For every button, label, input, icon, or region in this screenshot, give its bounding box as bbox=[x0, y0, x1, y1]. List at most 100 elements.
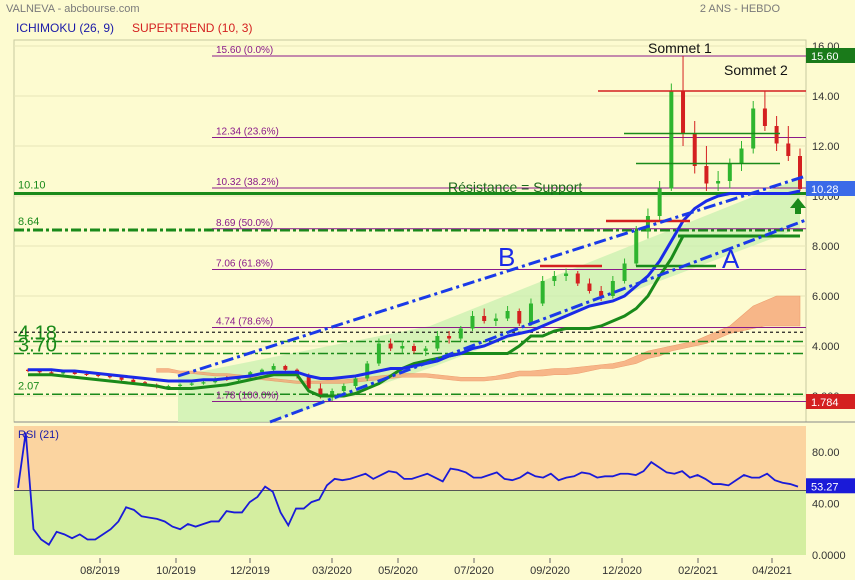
supertrend-legend: SUPERTREND (10, 3) bbox=[132, 21, 252, 35]
candle-body bbox=[716, 181, 721, 184]
candle-body bbox=[376, 343, 381, 364]
candle-body bbox=[528, 303, 533, 324]
candle-body bbox=[587, 283, 592, 291]
candle-body bbox=[365, 363, 370, 379]
candle-body bbox=[259, 369, 264, 373]
candle-body bbox=[786, 143, 791, 156]
candle-body bbox=[493, 318, 498, 321]
candle-body bbox=[505, 311, 510, 319]
price-tick-label: 8.000 bbox=[812, 241, 840, 253]
candle-body bbox=[400, 346, 405, 349]
candle-body bbox=[751, 108, 756, 149]
x-tick-label: 05/2020 bbox=[378, 565, 418, 577]
candle-body bbox=[49, 372, 54, 374]
high-price-badge-bg bbox=[806, 48, 855, 63]
rsi-tick-label: 40.00 bbox=[812, 498, 840, 510]
candle-body bbox=[610, 281, 615, 296]
high-price-badge: 15.60 bbox=[811, 51, 839, 63]
price-tick-label: 12.00 bbox=[812, 141, 840, 153]
price-tick-label: 4.000 bbox=[812, 341, 840, 353]
fibonacci-label: 10.32 (38.2%) bbox=[216, 177, 279, 188]
x-tick-label: 07/2020 bbox=[454, 565, 494, 577]
candle-body bbox=[119, 377, 124, 380]
candle-body bbox=[552, 276, 557, 281]
candle-body bbox=[517, 311, 522, 324]
candle-body bbox=[330, 391, 335, 396]
candle-body bbox=[96, 374, 101, 376]
peak-2-label: Sommet 2 bbox=[724, 62, 788, 78]
candle-body bbox=[37, 371, 42, 373]
buy-arrow-icon bbox=[790, 198, 806, 214]
candle-body bbox=[353, 378, 358, 386]
candle-body bbox=[470, 316, 475, 329]
support-level-label: 3.70 bbox=[18, 335, 57, 357]
last-price-badge: 10.28 bbox=[811, 184, 839, 196]
support-level-label: 8.64 bbox=[18, 216, 39, 228]
rsi-tick-label: 0.0000 bbox=[812, 550, 846, 562]
x-tick-label: 12/2020 bbox=[602, 565, 642, 577]
candle-body bbox=[61, 372, 66, 374]
trend-line-a bbox=[269, 218, 807, 424]
candle-body bbox=[692, 133, 697, 166]
support-level-label: 10.10 bbox=[18, 180, 46, 192]
candle-body bbox=[271, 366, 276, 370]
candle-body bbox=[189, 383, 194, 385]
fibonacci-label: 7.06 (61.8%) bbox=[216, 259, 273, 270]
candle-body bbox=[681, 91, 686, 134]
channel-zone-fill bbox=[178, 178, 800, 422]
ichimoku-legend: ICHIMOKU (26, 9) bbox=[16, 21, 114, 35]
candle-body bbox=[201, 382, 206, 384]
candle-body bbox=[739, 148, 744, 164]
candle-body bbox=[669, 91, 674, 189]
x-tick-label: 12/2019 bbox=[230, 565, 270, 577]
candle-body bbox=[704, 166, 709, 184]
symbol-title: VALNEVA - abcbourse.com bbox=[6, 3, 140, 15]
candle-body bbox=[762, 108, 767, 126]
rsi-line bbox=[17, 432, 799, 546]
rsi-value-badge-bg bbox=[806, 478, 855, 494]
rsi-value-badge: 53.27 bbox=[811, 481, 839, 493]
x-tick-label: 08/2019 bbox=[80, 565, 120, 577]
candle-body bbox=[72, 372, 77, 374]
rsi-overbought-zone bbox=[14, 426, 806, 491]
candle-body bbox=[388, 343, 393, 349]
candle-body bbox=[482, 316, 487, 321]
low-price-badge: 1.784 bbox=[811, 397, 839, 409]
candle-body bbox=[107, 376, 112, 378]
candle-body bbox=[634, 231, 639, 264]
fibonacci-label: 12.34 (23.6%) bbox=[216, 127, 279, 138]
candle-body bbox=[318, 388, 323, 396]
support-level-label: 2.07 bbox=[18, 380, 39, 392]
trend-line-b bbox=[177, 174, 807, 378]
candle-body bbox=[645, 216, 650, 231]
fibonacci-label: 15.60 (0.0%) bbox=[216, 45, 273, 56]
candle-body bbox=[166, 386, 171, 388]
low-price-badge-bg bbox=[806, 394, 855, 409]
rsi-title: RSI (21) bbox=[18, 429, 59, 441]
period-label: 2 ANS - HEBDO bbox=[700, 3, 781, 15]
fibonacci-label: 4.74 (78.6%) bbox=[216, 317, 273, 328]
candle-body bbox=[435, 336, 440, 349]
rsi-oversold-zone bbox=[14, 490, 806, 555]
x-tick-label: 02/2021 bbox=[678, 565, 718, 577]
candle-body bbox=[447, 336, 452, 339]
x-tick-label: 03/2020 bbox=[312, 565, 352, 577]
ichimoku-line bbox=[28, 189, 801, 383]
candle-body bbox=[622, 263, 627, 281]
candle-body bbox=[412, 346, 416, 351]
candle-body bbox=[727, 163, 732, 181]
candle-body bbox=[540, 281, 545, 304]
candle-body bbox=[774, 126, 779, 144]
peak-1-label: Sommet 1 bbox=[648, 40, 712, 56]
candle-body bbox=[341, 386, 346, 391]
rsi-tick-label: 80.00 bbox=[812, 447, 840, 459]
ichimoku-cloud bbox=[156, 295, 801, 384]
x-tick-label: 09/2020 bbox=[530, 565, 570, 577]
candle-body bbox=[564, 273, 569, 276]
line-b-label: B bbox=[498, 242, 515, 272]
candle-body bbox=[283, 366, 288, 370]
candle-body bbox=[84, 374, 89, 375]
candle-body bbox=[575, 273, 580, 284]
candle-body bbox=[599, 291, 604, 296]
